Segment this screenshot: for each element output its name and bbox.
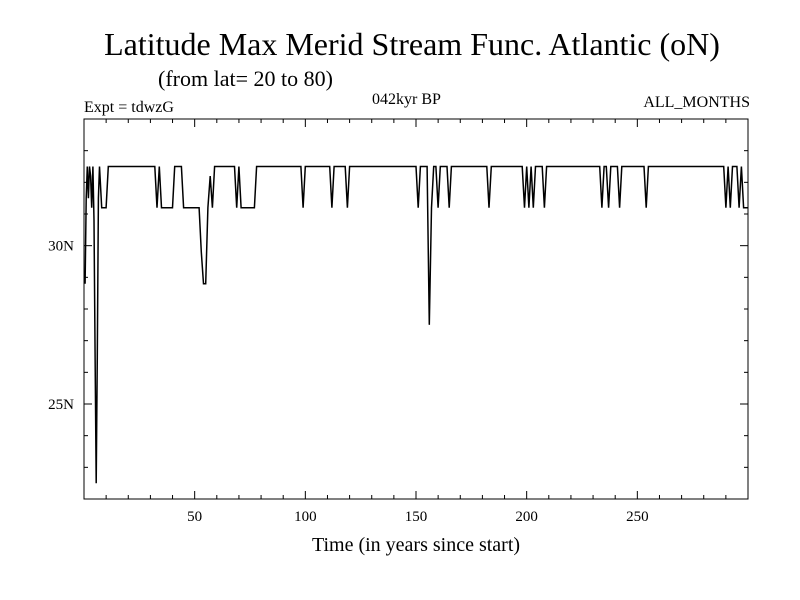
x-tick-label: 100 bbox=[294, 509, 317, 525]
y-tick-label: 25N bbox=[48, 397, 74, 413]
chart-subtitle: (from lat= 20 to 80) bbox=[158, 66, 333, 91]
months-label: ALL_MONTHS bbox=[643, 94, 750, 111]
y-axis: 25N 30N bbox=[48, 118, 748, 500]
x-tick-label: 250 bbox=[626, 509, 649, 525]
experiment-label: Expt = tdwzG bbox=[84, 99, 174, 116]
x-axis-title: Time (in years since start) bbox=[312, 534, 520, 556]
chart-title: Latitude Max Merid Stream Func. Atlantic… bbox=[104, 26, 720, 62]
x-tick-label: 50 bbox=[187, 509, 202, 525]
x-tick-label: 200 bbox=[515, 509, 538, 525]
period-label: 042kyr BP bbox=[372, 91, 441, 108]
x-tick-label: 150 bbox=[405, 509, 428, 525]
x-axis: 50 100 150 200 250 bbox=[105, 119, 727, 525]
series-line bbox=[84, 165, 748, 484]
y-tick-label: 30N bbox=[48, 239, 74, 255]
